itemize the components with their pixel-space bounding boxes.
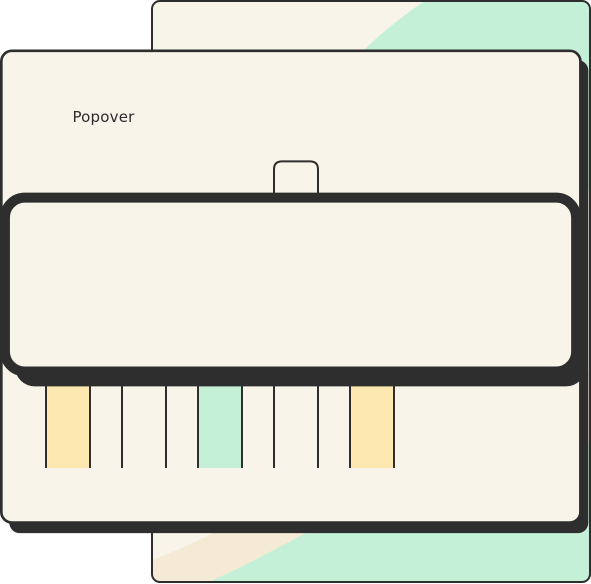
popover-tab-body: [0, 192, 582, 377]
